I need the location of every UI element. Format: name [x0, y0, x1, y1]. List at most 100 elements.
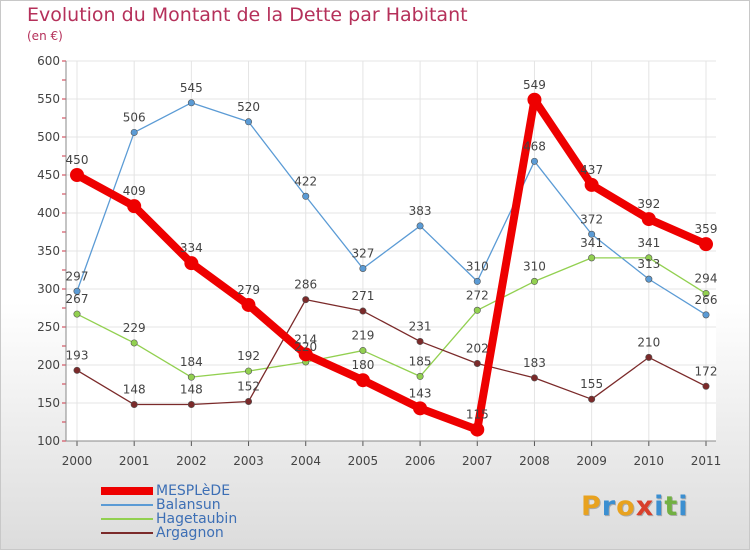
data-point-hagetaubin	[416, 372, 424, 380]
x-tick-label: 2002	[176, 454, 207, 468]
chart-unit: (en €)	[27, 29, 63, 43]
legend-swatch	[101, 504, 153, 506]
data-point-hagetaubin	[187, 373, 195, 381]
data-label: 450	[66, 153, 89, 167]
data-label: 231	[409, 319, 432, 333]
data-point-hagetaubin	[702, 290, 710, 298]
data-point-balansun	[130, 128, 138, 136]
data-label: 310	[523, 259, 546, 273]
data-label: 383	[409, 204, 432, 218]
data-label: 297	[66, 269, 89, 283]
data-point-mespl-de	[298, 347, 313, 362]
data-point-mespl-de	[127, 199, 142, 214]
data-label: 192	[237, 349, 260, 363]
data-point-balansun	[187, 99, 195, 107]
data-point-balansun	[702, 311, 710, 319]
data-label: 148	[180, 383, 203, 397]
logo-letter: i	[654, 491, 665, 522]
data-point-mespl-de	[584, 177, 599, 192]
data-label: 310	[466, 259, 489, 273]
legend-swatch	[101, 487, 153, 495]
x-tick-label: 2010	[634, 454, 665, 468]
x-tick-label: 2005	[348, 454, 379, 468]
data-point-hagetaubin	[359, 347, 367, 355]
logo-letter: P	[581, 491, 602, 522]
y-tick-label: 400	[37, 206, 60, 220]
legend-label: MESPLèDE	[156, 483, 231, 499]
data-label: 267	[66, 292, 89, 306]
data-point-hagetaubin	[245, 367, 253, 375]
data-label: 229	[123, 321, 146, 335]
data-label: 152	[237, 379, 260, 393]
y-tick-label: 100	[37, 434, 60, 448]
data-point-hagetaubin	[588, 254, 596, 262]
logo-letter: i	[678, 491, 689, 522]
legend-item: Hagetaubin	[101, 512, 237, 526]
data-label: 279	[237, 283, 260, 297]
data-point-mespl-de	[527, 92, 542, 107]
data-point-mespl-de	[413, 401, 428, 416]
data-label: 409	[123, 184, 146, 198]
data-point-mespl-de	[470, 422, 485, 437]
y-tick-label: 500	[37, 130, 60, 144]
y-tick-label: 600	[37, 54, 60, 68]
logo-letter: t	[664, 491, 679, 522]
y-tick-label: 250	[37, 320, 60, 334]
data-label: 372	[580, 212, 603, 226]
data-label: 520	[237, 100, 260, 114]
data-point-argagnon	[302, 296, 310, 304]
data-point-argagnon	[645, 353, 653, 361]
x-tick-label: 2001	[119, 454, 150, 468]
data-label: 214	[294, 332, 317, 346]
x-tick-label: 2003	[233, 454, 264, 468]
y-tick-label: 150	[37, 396, 60, 410]
data-label: 545	[180, 81, 203, 95]
data-label: 193	[66, 348, 89, 362]
data-point-argagnon	[588, 395, 596, 403]
x-tick-label: 2000	[62, 454, 93, 468]
data-point-hagetaubin	[645, 254, 653, 262]
data-label: 313	[637, 257, 660, 271]
series-line-mespl-de	[73, 95, 710, 434]
data-label: 143	[409, 386, 432, 400]
data-label: 341	[580, 236, 603, 250]
data-point-hagetaubin	[530, 277, 538, 285]
data-point-mespl-de	[641, 212, 656, 227]
data-point-balansun	[530, 157, 538, 165]
data-point-mespl-de	[184, 256, 199, 271]
data-point-argagnon	[359, 307, 367, 315]
data-point-hagetaubin	[130, 339, 138, 347]
data-point-balansun	[473, 277, 481, 285]
data-point-mespl-de	[241, 297, 256, 312]
data-point-argagnon	[130, 401, 138, 409]
logo-letter: x	[635, 491, 655, 522]
data-point-argagnon	[73, 366, 81, 374]
logo-letter: r	[601, 491, 617, 522]
data-label: 184	[180, 355, 203, 369]
data-point-argagnon	[187, 401, 195, 409]
data-point-mespl-de	[699, 237, 713, 252]
data-point-balansun	[359, 264, 367, 272]
data-point-balansun	[302, 192, 310, 200]
legend-swatch	[101, 518, 153, 520]
legend-item: Balansun	[101, 498, 237, 512]
x-tick-label: 2006	[405, 454, 436, 468]
legend-item: MESPLèDE	[101, 484, 237, 498]
data-point-argagnon	[473, 359, 481, 367]
data-label: 115	[466, 408, 489, 422]
data-label: 392	[637, 197, 660, 211]
data-point-balansun	[73, 287, 81, 295]
data-label: 468	[523, 139, 546, 153]
y-tick-label: 450	[37, 168, 60, 182]
data-point-balansun	[645, 275, 653, 283]
data-label: 172	[695, 364, 718, 378]
y-tick-label: 350	[37, 244, 60, 258]
data-point-argagnon	[416, 337, 424, 345]
series-line-hagetaubin	[76, 257, 707, 378]
data-label: 183	[523, 356, 546, 370]
data-point-argagnon	[245, 397, 253, 405]
data-label: 286	[294, 278, 317, 292]
data-label: 210	[637, 335, 660, 349]
